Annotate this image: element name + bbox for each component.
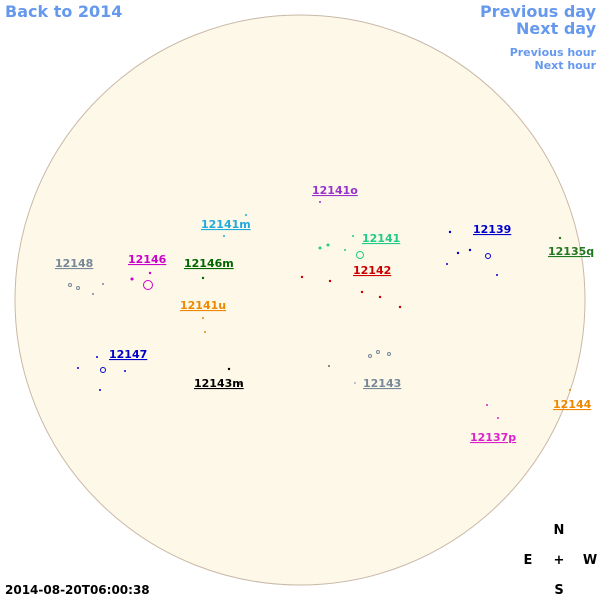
timestamp: 2014-08-20T06:00:38	[5, 583, 150, 597]
compass-center: +	[554, 553, 565, 568]
region-label[interactable]: 12142	[353, 264, 391, 277]
region-label[interactable]: 12148	[55, 257, 93, 270]
region-label[interactable]: 12139	[473, 223, 511, 236]
compass-north: N	[554, 523, 565, 538]
region-label[interactable]: 12141u	[180, 299, 226, 312]
compass-south: S	[554, 583, 563, 598]
region-label[interactable]: 12141m	[201, 218, 251, 231]
region-label[interactable]: 12141	[362, 232, 400, 245]
region-label[interactable]: 12143	[363, 377, 401, 390]
next-hour-link[interactable]: Next hour	[535, 59, 597, 72]
region-label[interactable]: 12141o	[312, 184, 358, 197]
next-day-link[interactable]: Next day	[516, 19, 597, 38]
region-label[interactable]: 12146	[128, 253, 167, 266]
region-label[interactable]: 12146m	[184, 257, 234, 270]
sunspot-dots	[68, 201, 571, 419]
region-label[interactable]: 12144	[553, 398, 592, 411]
back-link[interactable]: Back to 2014	[5, 2, 122, 21]
compass-west: W	[583, 553, 597, 568]
region-label[interactable]: 12143m	[194, 377, 244, 390]
compass-east: E	[524, 553, 533, 568]
previous-hour-link[interactable]: Previous hour	[510, 46, 597, 59]
solar-disk	[14, 14, 586, 586]
region-label[interactable]: 12135q	[548, 245, 594, 258]
previous-day-link[interactable]: Previous day	[480, 2, 597, 21]
region-label[interactable]: 12147	[109, 348, 147, 361]
region-label[interactable]: 12137p	[470, 431, 516, 444]
